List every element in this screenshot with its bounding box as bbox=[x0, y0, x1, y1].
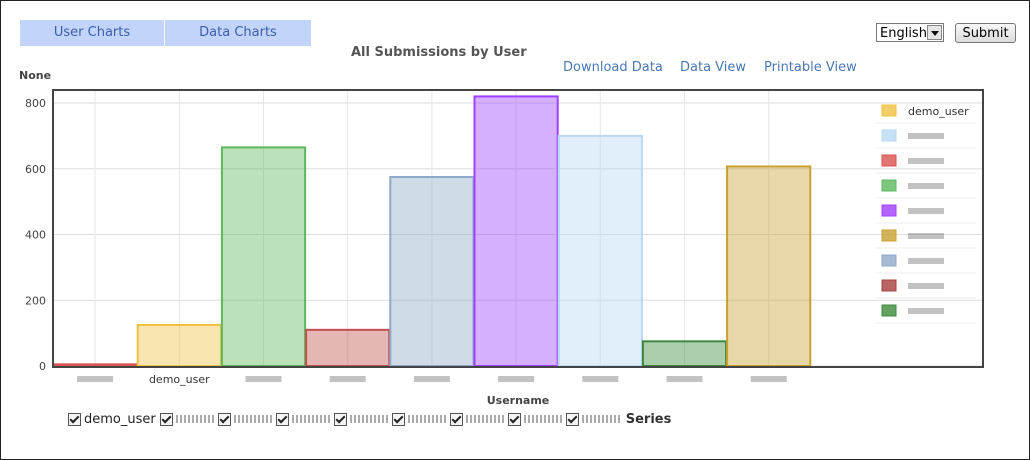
bar bbox=[52, 363, 138, 368]
bar bbox=[641, 340, 728, 367]
legend-swatch bbox=[881, 279, 897, 292]
printable-view-link[interactable]: Printable View bbox=[764, 60, 857, 75]
x-tick-label-obscured bbox=[245, 376, 282, 382]
x-tick-label-obscured bbox=[666, 376, 703, 382]
legend-label-obscured bbox=[908, 258, 944, 264]
series-checkbox[interactable] bbox=[507, 412, 521, 426]
series-toggle-item[interactable] bbox=[333, 412, 388, 426]
series-checkbox-label: demo_user bbox=[84, 411, 156, 427]
bar bbox=[220, 146, 307, 367]
series-toggle-bar: demo_user Series bbox=[68, 410, 671, 428]
legend-label-obscured bbox=[908, 308, 944, 314]
legend-swatch bbox=[881, 154, 897, 167]
series-toggle-item[interactable] bbox=[507, 412, 562, 426]
legend-swatch bbox=[881, 179, 897, 192]
legend-swatch bbox=[881, 104, 897, 117]
tab-user-charts[interactable]: User Charts bbox=[20, 20, 165, 46]
series-checkbox-label-obscured bbox=[523, 415, 562, 423]
series-toggle-title: Series bbox=[625, 411, 672, 427]
series-checkbox-label-obscured bbox=[465, 415, 504, 423]
legend-label-obscured bbox=[908, 133, 944, 139]
data-view-link[interactable]: Data View bbox=[680, 60, 747, 75]
series-toggle-item[interactable] bbox=[565, 412, 620, 426]
y-axis-label: None bbox=[19, 69, 52, 82]
series-checkbox[interactable] bbox=[159, 412, 173, 426]
legend-label-obscured bbox=[908, 158, 944, 164]
legend-swatch bbox=[881, 129, 897, 142]
chevron-down-icon[interactable] bbox=[927, 25, 942, 40]
series-toggle-item[interactable]: demo_user bbox=[68, 412, 156, 427]
series-checkbox[interactable] bbox=[391, 412, 405, 426]
series-checkbox-label-obscured bbox=[291, 415, 330, 423]
language-selected-value: English bbox=[880, 26, 927, 41]
series-checkbox[interactable] bbox=[275, 412, 289, 426]
x-tick-label: demo_user bbox=[149, 373, 210, 386]
x-tick-label-obscured bbox=[77, 376, 114, 382]
series-toggle-item[interactable] bbox=[159, 412, 214, 426]
x-tick-label-obscured bbox=[413, 376, 450, 382]
series-checkbox[interactable] bbox=[333, 412, 347, 426]
series-toggle-item[interactable] bbox=[275, 412, 330, 426]
y-tick-label: 400 bbox=[25, 229, 46, 242]
plot-area bbox=[53, 90, 983, 367]
bar bbox=[726, 165, 812, 367]
chart-tabs: User Charts Data Charts bbox=[20, 20, 312, 46]
x-tick-label-obscured bbox=[498, 376, 535, 382]
legend-swatch bbox=[881, 254, 897, 267]
series-checkbox[interactable] bbox=[565, 412, 579, 426]
bar bbox=[389, 175, 475, 367]
legend-swatch bbox=[881, 229, 897, 242]
plot-border bbox=[52, 89, 984, 368]
series-checkbox-label-obscured bbox=[233, 415, 272, 423]
language-select[interactable]: English bbox=[876, 23, 944, 42]
series-checkbox-label-obscured bbox=[581, 415, 620, 423]
y-tick-label: 600 bbox=[25, 163, 46, 176]
series-checkbox[interactable] bbox=[68, 412, 81, 426]
series-toggle-item[interactable] bbox=[449, 412, 504, 426]
x-tick-label-obscured bbox=[582, 376, 619, 382]
bar bbox=[557, 134, 643, 367]
legend-label: demo_user bbox=[908, 105, 969, 118]
bar bbox=[473, 95, 559, 368]
legend-swatch bbox=[881, 304, 897, 317]
legend-swatch bbox=[881, 204, 897, 217]
download-data-link[interactable]: Download Data bbox=[563, 60, 663, 75]
tab-data-charts[interactable]: Data Charts bbox=[165, 20, 312, 46]
series-toggle-item[interactable] bbox=[217, 412, 272, 426]
legend-label-obscured bbox=[908, 283, 944, 289]
bar bbox=[305, 328, 391, 367]
legend-label-obscured bbox=[908, 183, 944, 189]
y-tick-label: 800 bbox=[25, 97, 46, 110]
y-tick-label: 200 bbox=[25, 294, 46, 307]
series-checkbox-label-obscured bbox=[407, 415, 446, 423]
x-axis-label: Username bbox=[487, 394, 550, 407]
series-checkbox[interactable] bbox=[217, 412, 231, 426]
series-checkbox[interactable] bbox=[449, 412, 463, 426]
legend-label-obscured bbox=[908, 208, 944, 214]
x-tick-label-obscured bbox=[750, 376, 787, 382]
series-checkbox-label-obscured bbox=[175, 415, 214, 423]
y-tick-label: 0 bbox=[39, 360, 46, 373]
series-toggle-item[interactable] bbox=[391, 412, 446, 426]
chart-title: All Submissions by User bbox=[351, 45, 527, 60]
bar bbox=[136, 323, 222, 367]
x-tick-label-obscured bbox=[329, 376, 366, 382]
series-checkbox-label-obscured bbox=[349, 415, 388, 423]
submit-button[interactable]: Submit bbox=[955, 23, 1016, 43]
legend-label-obscured bbox=[908, 233, 944, 239]
